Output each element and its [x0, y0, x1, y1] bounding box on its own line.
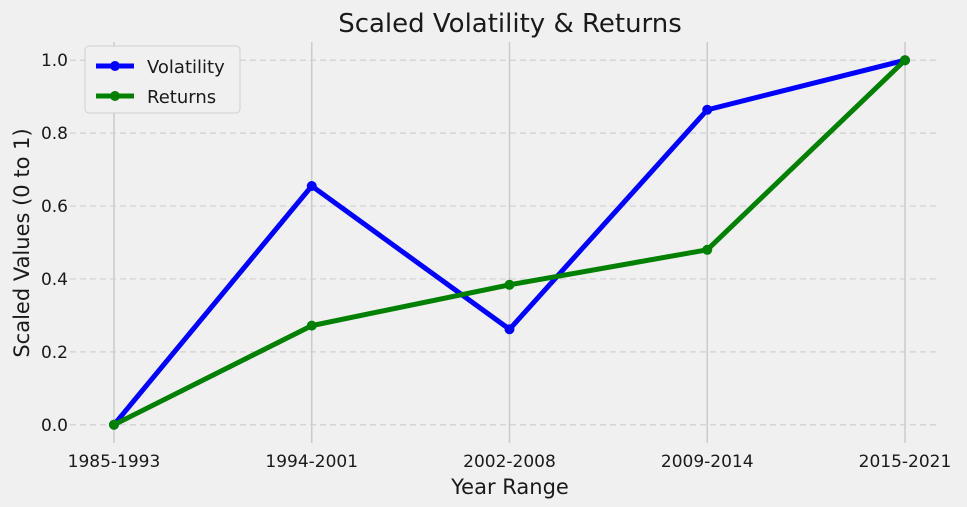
- data-point-returns: [504, 279, 515, 290]
- legend-entry-returns: Returns: [96, 87, 216, 108]
- legend-label-returns: Returns: [147, 87, 216, 108]
- legend-marker-returns: [110, 91, 120, 101]
- x-tick-label: 1985-1993: [68, 452, 161, 472]
- series-returns: [109, 55, 910, 430]
- series-layer: [109, 55, 910, 430]
- legend: Volatility Returns: [84, 45, 241, 114]
- y-tick-label: 0.4: [41, 270, 68, 290]
- x-tick-label: 2015-2021: [859, 452, 952, 472]
- data-point-volatility: [306, 180, 317, 191]
- x-axis-label: Year Range: [450, 475, 569, 499]
- y-tick-label: 0.0: [41, 416, 68, 436]
- y-tick-label: 0.2: [41, 343, 68, 363]
- data-point-volatility: [702, 104, 713, 115]
- data-point-returns: [900, 55, 910, 66]
- data-point-volatility: [504, 324, 515, 335]
- x-tick-labels: 1985-1993 1994-2001 2002-2008 2009-2014 2015…: [68, 452, 952, 472]
- y-tick-label: 0.6: [41, 197, 68, 217]
- data-point-returns: [702, 244, 713, 255]
- x-tick-label: 2009-2014: [661, 452, 754, 472]
- legend-entry-volatility: Volatility: [96, 57, 225, 78]
- data-point-returns: [306, 320, 317, 331]
- data-point-returns: [109, 419, 119, 430]
- y-tick-label: 0.8: [41, 124, 68, 144]
- chart-title: Scaled Volatility & Returns: [338, 9, 682, 39]
- legend-label-volatility: Volatility: [147, 57, 225, 78]
- y-tick-label: 1.0: [41, 51, 68, 71]
- legend-marker-volatility: [110, 61, 120, 71]
- y-axis-label: Scaled Values (0 to 1): [10, 128, 34, 357]
- x-tick-label: 1994-2001: [265, 452, 358, 472]
- x-tick-label: 2002-2008: [463, 452, 556, 472]
- y-tick-labels: 0.0 0.2 0.4 0.6 0.8 1.0: [41, 51, 68, 436]
